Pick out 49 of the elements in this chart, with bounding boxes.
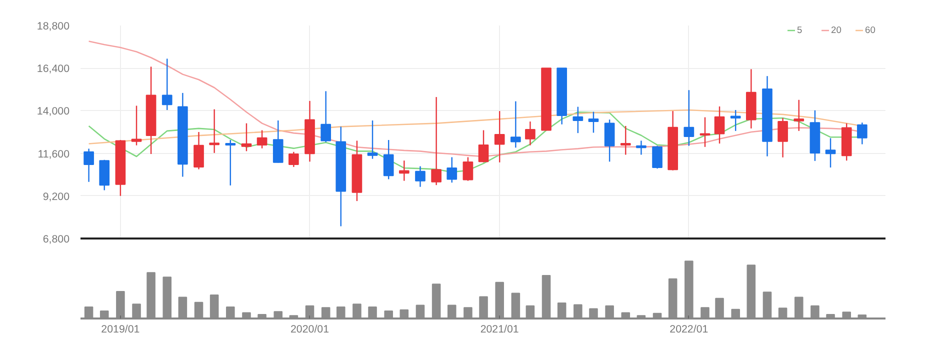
candlestick bbox=[194, 131, 204, 170]
candlestick bbox=[652, 145, 662, 170]
candlestick bbox=[778, 117, 788, 158]
x-tick-label: 2022/01 bbox=[670, 324, 708, 336]
candlestick bbox=[256, 130, 268, 149]
y-tick-label: 9,200 bbox=[42, 190, 70, 203]
candlestick bbox=[225, 139, 236, 186]
candlestick bbox=[383, 139, 394, 180]
candlestick bbox=[714, 106, 725, 144]
candlestick bbox=[209, 108, 220, 154]
candlestick bbox=[162, 58, 172, 111]
candlestick bbox=[446, 156, 458, 184]
candlestick bbox=[462, 156, 474, 182]
candlestick bbox=[288, 151, 299, 168]
candlestick bbox=[241, 122, 252, 152]
y-tick-label: 6,800 bbox=[42, 234, 70, 246]
candlestick bbox=[794, 99, 804, 132]
candlestick bbox=[700, 116, 710, 148]
legend-label: 5 bbox=[797, 25, 804, 35]
candlestick bbox=[730, 109, 741, 132]
y-tick-label: 11,600 bbox=[38, 148, 70, 160]
candlestick bbox=[510, 100, 521, 148]
candlestick bbox=[84, 148, 94, 182]
candlestick bbox=[856, 122, 868, 145]
candlestick bbox=[636, 140, 646, 156]
candlestick bbox=[620, 125, 631, 156]
candlestick bbox=[367, 120, 378, 160]
candlestick bbox=[588, 111, 599, 134]
legend-label: 20 bbox=[831, 25, 842, 35]
y-tick-label: 16,400 bbox=[36, 63, 70, 76]
x-tick-label: 2019/01 bbox=[101, 324, 140, 336]
candlestick bbox=[320, 90, 332, 143]
y-tick-label: 18,800 bbox=[36, 20, 70, 32]
candlestick bbox=[684, 90, 694, 146]
candlestick bbox=[415, 166, 426, 188]
candlestick bbox=[431, 96, 442, 186]
candlestick bbox=[272, 120, 284, 164]
candlestick bbox=[604, 118, 615, 162]
y-tick-label: 14,000 bbox=[36, 106, 70, 118]
candlestick bbox=[572, 106, 584, 134]
x-tick-label: 2021/01 bbox=[480, 324, 519, 336]
candlestick bbox=[825, 138, 836, 168]
candlestick bbox=[525, 120, 536, 146]
legend-label: 60 bbox=[865, 25, 876, 35]
candlestick bbox=[478, 130, 489, 163]
candlestick bbox=[494, 110, 505, 163]
candlestick bbox=[131, 105, 142, 146]
x-tick-label: 2020/01 bbox=[290, 324, 330, 336]
candlestick bbox=[398, 160, 410, 182]
